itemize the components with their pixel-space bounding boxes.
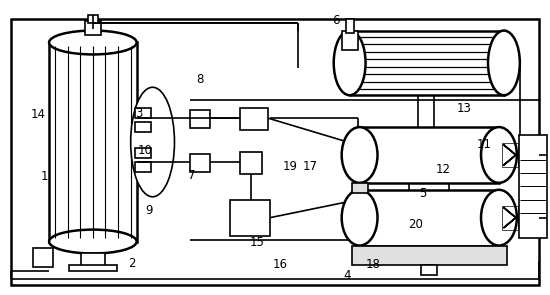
- Bar: [519, 135, 547, 237]
- Bar: [502, 206, 518, 230]
- Text: 4: 4: [344, 269, 351, 282]
- Text: 5: 5: [419, 186, 426, 199]
- Ellipse shape: [481, 190, 517, 245]
- Text: 10: 10: [138, 144, 153, 157]
- Text: 11: 11: [477, 138, 492, 151]
- Text: 13: 13: [456, 102, 471, 115]
- Text: 1: 1: [40, 170, 48, 183]
- Bar: [190, 110, 210, 128]
- Text: 19: 19: [282, 160, 298, 173]
- Bar: [135, 148, 151, 158]
- Bar: [88, 15, 98, 23]
- Bar: [421, 266, 437, 276]
- Bar: [351, 183, 367, 193]
- Bar: [502, 143, 518, 167]
- Ellipse shape: [342, 127, 377, 183]
- Ellipse shape: [334, 31, 366, 95]
- Bar: [135, 162, 151, 172]
- Bar: [360, 190, 499, 245]
- Bar: [240, 108, 268, 130]
- Text: 7: 7: [188, 169, 196, 182]
- Text: 20: 20: [408, 218, 422, 231]
- Text: 14: 14: [31, 108, 46, 121]
- Bar: [190, 154, 210, 172]
- Bar: [342, 31, 358, 50]
- Bar: [49, 42, 136, 242]
- Bar: [85, 21, 101, 35]
- Text: 12: 12: [436, 163, 451, 176]
- Text: 6: 6: [333, 14, 340, 27]
- Text: 2: 2: [128, 257, 135, 270]
- Bar: [81, 253, 105, 268]
- Bar: [240, 152, 262, 174]
- Text: 16: 16: [273, 258, 288, 271]
- Text: 18: 18: [366, 258, 381, 271]
- Ellipse shape: [342, 190, 377, 245]
- Ellipse shape: [488, 31, 520, 95]
- Bar: [69, 266, 117, 271]
- Bar: [230, 200, 270, 236]
- Text: 15: 15: [250, 235, 265, 249]
- Text: 3: 3: [135, 107, 143, 120]
- Ellipse shape: [481, 127, 517, 183]
- Ellipse shape: [131, 87, 174, 197]
- Bar: [351, 245, 507, 266]
- Bar: [360, 127, 499, 183]
- Text: 8: 8: [196, 73, 204, 86]
- Text: 9: 9: [145, 204, 153, 217]
- Bar: [345, 19, 354, 32]
- Ellipse shape: [49, 31, 136, 55]
- Bar: [135, 108, 151, 118]
- Bar: [135, 122, 151, 132]
- Text: 17: 17: [303, 160, 318, 173]
- Bar: [33, 248, 53, 268]
- Ellipse shape: [49, 230, 136, 253]
- Bar: [350, 31, 504, 95]
